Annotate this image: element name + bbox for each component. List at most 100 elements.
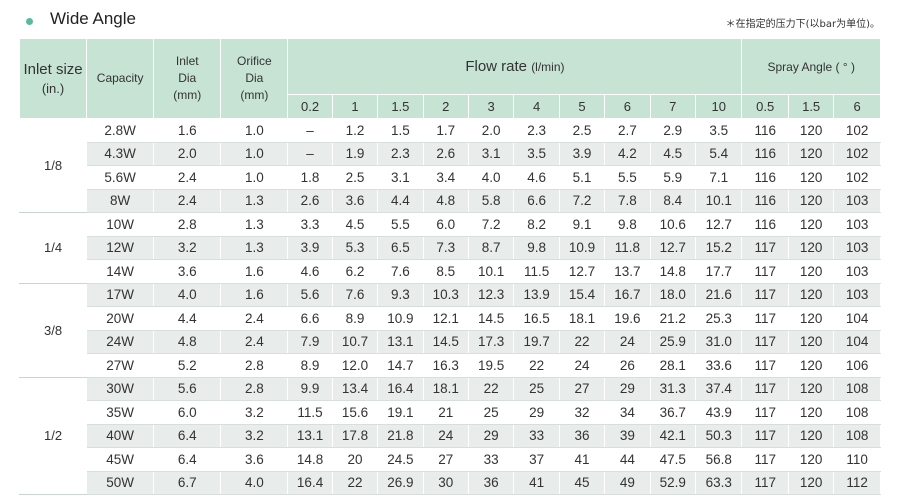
value-cell: 2.8 [220,376,289,401]
value-cell: 8.5 [422,259,469,284]
value-cell: 6.7 [153,470,222,495]
table-row: 4.3W 2.0 1.0–1.9 2.3 2.6 3.1 3.5 3.9 4.2 4.5 5.4 11… [20,141,881,166]
value-cell: 103 [833,188,881,213]
value-cell: – [287,118,333,143]
value-cell: 27 [558,376,606,401]
value-cell: 14.8 [649,259,697,284]
value-cell: 16.4 [377,376,424,401]
value-cell: 34 [604,400,651,425]
value-cell: 9.3 [377,282,424,307]
value-cell: 21.6 [694,282,743,307]
value-cell: 12.3 [467,282,515,307]
value-cell: 2.3 [377,141,424,166]
value-cell: 41 [513,470,560,495]
value-cell: 43.9 [694,400,743,425]
value-cell: 5.8 [467,188,515,213]
value-cell: 32 [558,400,606,425]
value-cell: 42.1 [649,423,697,448]
value-cell: 117 [741,400,789,425]
value-cell: – [287,141,333,166]
value-cell: 6.0 [153,400,222,425]
value-cell: 27 [422,447,469,472]
value-cell: 36.7 [649,400,697,425]
capacity-cell: 17W [86,282,155,307]
value-cell: 4.8 [153,329,222,354]
header-inlet-dia: Inlet Dia (mm) [153,38,222,119]
value-cell: 103 [833,282,881,307]
value-cell: 15.2 [694,235,743,260]
value-cell: 117 [741,329,789,354]
value-cell: 7.3 [422,235,469,260]
value-cell: 117 [741,447,789,472]
value-cell: 17.8 [331,423,379,448]
value-cell: 11.5 [287,400,333,425]
value-cell: 2.5 [331,165,379,190]
table-row: 20W 4.4 2.4 6.6 8.9 10.9 12.1 14.5 16.5 18.1 19.6 2… [20,306,881,331]
table-row: 5.6W 2.4 1.0 1.8 2.5 3.1 3.4 4.0 4.6 5.1 5.5 5.9 7.1… [20,165,881,190]
value-cell: 2.8 [153,212,222,237]
value-cell: 120 [787,165,835,190]
table-row: 24W 4.8 2.4 7.9 10.7 13.1 14.5 17.3 19.7 22 24 25.9… [20,329,881,354]
value-cell: 1.8 [287,165,333,190]
value-cell: 22 [331,470,379,495]
value-cell: 117 [741,423,789,448]
pressure-header-row: 0.2 1 1.5 2 3 4 5 6 7 10 0.5 1.5 6 [20,94,881,119]
angle-pressure-header: 6 [833,94,881,119]
value-cell: 116 [741,118,789,143]
angle-pressure-header: 0.5 [741,94,789,119]
value-cell: 4.5 [649,141,697,166]
value-cell: 2.4 [220,306,289,331]
value-cell: 2.4 [153,165,222,190]
value-cell: 17.3 [467,329,515,354]
value-cell: 12.1 [422,306,469,331]
value-cell: 18.0 [649,282,697,307]
value-cell: 29 [467,423,515,448]
value-cell: 10.6 [649,212,697,237]
flow-pressure-header: 0.2 [287,94,333,119]
capacity-cell: 24W [86,329,155,354]
value-cell: 2.4 [220,329,289,354]
inlet-size-cell: 1/4 [18,212,88,284]
value-cell: 3.6 [220,447,289,472]
value-cell: 12.0 [331,353,379,378]
value-cell: 36 [467,470,515,495]
value-cell: 33.6 [694,353,743,378]
value-cell: 120 [787,423,835,448]
value-cell: 117 [741,282,789,307]
title-bar: Wide Angle ＊在指定的压力下(以bar为单位)。 [0,0,918,38]
value-cell: 12.7 [558,259,606,284]
value-cell: 6.0 [422,212,469,237]
value-cell: 21 [422,400,469,425]
value-cell: 5.3 [331,235,379,260]
value-cell: 44 [604,447,651,472]
value-cell: 16.3 [422,353,469,378]
value-cell: 2.6 [422,141,469,166]
value-cell: 1.0 [220,141,289,166]
value-cell: 120 [787,141,835,166]
page-title: Wide Angle [50,9,136,28]
value-cell: 120 [787,470,835,495]
value-cell: 8.7 [467,235,515,260]
value-cell: 12.7 [694,212,743,237]
value-cell: 6.6 [287,306,333,331]
value-cell: 103 [833,259,881,284]
value-cell: 112 [833,470,881,495]
table-row: 1/8 2.8W 1.6 1.0–1.2 1.5 1.7 2.0 2.3 2.5 2.7 2.9 3.… [18,118,881,213]
value-cell: 9.1 [558,212,606,237]
capacity-cell: 14W [86,259,155,284]
value-cell: 10.9 [377,306,424,331]
value-cell: 4.5 [331,212,379,237]
table-row: 40W 6.4 3.2 13.1 17.8 21.8 24 29 33 36 39 42.1 50.3 1… [20,423,881,448]
value-cell: 3.6 [331,188,379,213]
value-cell: 116 [741,212,789,237]
value-cell: 106 [833,353,881,378]
value-cell: 52.9 [649,470,697,495]
table-row: 1/2 30W 5.6 2.8 9.9 13.4 16.4 18.1 22 25 27 29 31.3 3… [18,376,881,495]
value-cell: 13.9 [513,282,560,307]
value-cell: 3.1 [377,165,424,190]
value-cell: 19.1 [377,400,424,425]
value-cell: 116 [741,165,789,190]
value-cell: 120 [787,235,835,260]
capacity-cell: 50W [86,470,155,495]
value-cell: 10.1 [467,259,515,284]
